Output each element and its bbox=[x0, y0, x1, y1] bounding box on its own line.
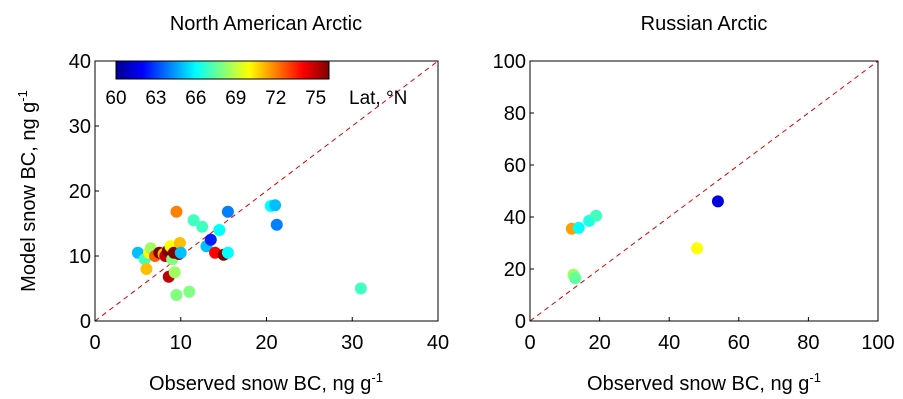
plot-frame-right bbox=[529, 60, 879, 322]
scatter-point bbox=[711, 195, 724, 208]
y-tick-label: 100 bbox=[493, 51, 526, 73]
x-tick-label: 10 bbox=[170, 332, 192, 354]
scatter-point bbox=[691, 242, 704, 255]
y-tick-label: 20 bbox=[504, 259, 526, 281]
x-tick-label: 30 bbox=[341, 332, 363, 354]
scatter-point bbox=[174, 246, 187, 259]
colorbar-tick-labels: 60 63 66 69 72 75 bbox=[105, 88, 326, 109]
colorbar-tick-label: 60 bbox=[105, 88, 126, 109]
x-tick-label: 40 bbox=[658, 332, 680, 354]
scatter-point bbox=[187, 214, 200, 227]
scatter-point bbox=[173, 237, 186, 249]
colorbar-label: Lat, °N bbox=[349, 88, 407, 109]
x-tick-label: 40 bbox=[427, 332, 449, 354]
panel-north-american-arctic: North American Arctic 0 10 20 30 40 0 10 20 30 40… bbox=[69, 13, 449, 395]
x-axis-label-left-exponent: -1 bbox=[371, 370, 383, 385]
x-tick-label: 60 bbox=[728, 332, 750, 354]
colorbar-gradient bbox=[115, 60, 330, 80]
tick-labels-right: 0 20 40 60 80 100 0 20 40 60 80 100 bbox=[493, 51, 895, 354]
x-tick-label: 100 bbox=[861, 332, 894, 354]
scatter-point bbox=[572, 221, 585, 234]
y-tick-label: 60 bbox=[504, 155, 526, 177]
y-tick-label: 30 bbox=[69, 116, 91, 138]
scatter-point bbox=[354, 282, 367, 295]
y-tick-label: 20 bbox=[69, 181, 91, 203]
x-tick-label: 0 bbox=[524, 332, 535, 354]
scatter-points-right bbox=[565, 195, 724, 285]
y-tick-label: 40 bbox=[69, 51, 91, 73]
x-axis-label-right-exponent: -1 bbox=[809, 370, 821, 385]
scatter-point bbox=[270, 218, 283, 231]
colorbar-tick-label: 66 bbox=[185, 88, 206, 109]
scatter-points-left bbox=[131, 199, 367, 301]
scatter-point bbox=[170, 205, 183, 218]
scatter-point bbox=[196, 220, 209, 233]
scatter-point bbox=[221, 205, 234, 218]
colorbar-tick-label: 75 bbox=[305, 88, 326, 109]
scatter-point bbox=[569, 272, 582, 285]
colorbar-tick-label: 72 bbox=[265, 88, 286, 109]
tick-labels-left: 0 10 20 30 40 0 10 20 30 40 bbox=[69, 51, 449, 354]
scatter-point bbox=[213, 224, 226, 236]
scatter-point bbox=[183, 285, 196, 298]
y-tick-label: 0 bbox=[80, 311, 91, 333]
y-tick-label: 40 bbox=[504, 207, 526, 229]
scatter-point bbox=[269, 199, 282, 212]
colorbar-tick-label: 63 bbox=[145, 88, 166, 109]
scatter-point bbox=[140, 263, 153, 275]
y-tick-label: 0 bbox=[515, 311, 526, 333]
y-tick-label: 80 bbox=[504, 103, 526, 125]
scatter-point bbox=[221, 246, 234, 259]
scatter-point bbox=[170, 289, 183, 301]
scatter-point bbox=[590, 209, 603, 222]
y-axis-label-exponent: -1 bbox=[15, 90, 30, 102]
x-tick-label: 20 bbox=[588, 332, 610, 354]
scatter-point bbox=[168, 266, 181, 279]
scatter-point bbox=[204, 233, 217, 246]
x-tick-label: 80 bbox=[797, 332, 819, 354]
x-tick-label: 0 bbox=[89, 332, 100, 354]
y-axis-label: Model snow BC, ng g-1 bbox=[15, 90, 40, 292]
colorbar-tick-label: 69 bbox=[225, 88, 246, 109]
panel-russian-arctic: Russian Arctic 0 20 40 60 80 100020406080100 … bbox=[493, 13, 895, 395]
x-axis-label-left: Observed snow BC, ng g-1 bbox=[149, 370, 383, 395]
y-tick-label: 10 bbox=[69, 246, 91, 268]
x-axis-label-right: Observed snow BC, ng g-1 bbox=[587, 370, 821, 395]
panel-title-left: North American Arctic bbox=[170, 13, 362, 35]
colorbar: 60 63 66 69 72 75 Lat, °N bbox=[105, 60, 407, 109]
reference-line-right bbox=[530, 61, 878, 321]
x-tick-label: 20 bbox=[255, 332, 277, 354]
panel-title-right: Russian Arctic bbox=[641, 13, 768, 35]
